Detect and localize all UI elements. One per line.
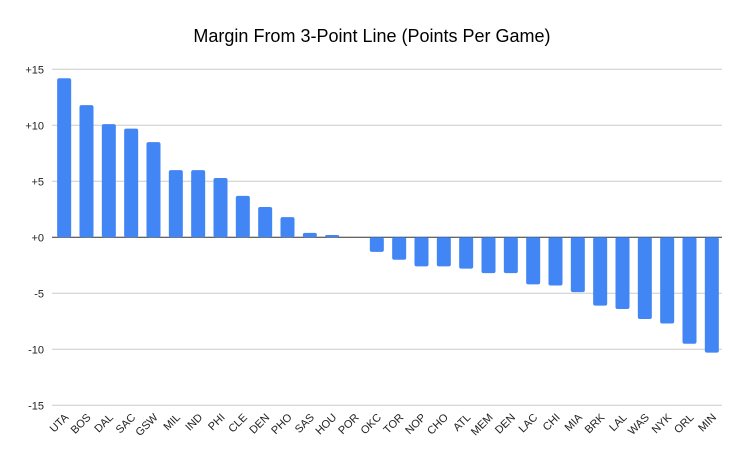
- y-tick-label: -15: [28, 400, 44, 412]
- chart-title: Margin From 3-Point Line (Points Per Gam…: [193, 26, 550, 46]
- bar-den: [258, 207, 273, 238]
- bars: [57, 78, 719, 353]
- x-tick-label: POR: [336, 412, 361, 437]
- x-tick-label: WAS: [626, 412, 652, 438]
- bar-nyk: [660, 237, 675, 324]
- bar-was: [637, 237, 652, 320]
- x-tick-label: MEM: [469, 412, 496, 439]
- bar-mil: [168, 170, 183, 238]
- bar-bos: [79, 105, 94, 238]
- bar-phi: [213, 177, 228, 238]
- bar-sas: [302, 232, 317, 238]
- x-tick-label: DEN: [493, 412, 518, 437]
- y-tick-label: +10: [25, 120, 44, 132]
- bar-uta: [57, 78, 72, 238]
- x-tick-label: NOP: [403, 412, 428, 437]
- x-tick-label: TOR: [382, 412, 407, 437]
- bar-lal: [615, 237, 630, 309]
- x-tick-label: PHI: [206, 412, 227, 433]
- bar-pho: [280, 217, 295, 238]
- bar-okc: [369, 237, 384, 252]
- bar-sac: [124, 128, 139, 238]
- bar-lac: [526, 237, 541, 285]
- x-tick-label: GSW: [134, 411, 162, 439]
- x-tick-label: MIL: [161, 412, 182, 433]
- y-tick-label: -5: [34, 288, 44, 300]
- y-tick-label: +5: [31, 176, 44, 188]
- bar-mem: [481, 237, 496, 274]
- x-tick-label: IND: [183, 412, 205, 434]
- x-tick-label: LAC: [517, 412, 541, 436]
- y-tick-label: -10: [28, 344, 44, 356]
- x-tick-label: CHI: [541, 412, 563, 434]
- x-tick-label: MIN: [696, 412, 719, 435]
- x-tick-label: DAL: [92, 412, 116, 436]
- bar-dal: [101, 124, 116, 238]
- x-tick-label: BRK: [583, 411, 608, 436]
- bar-min: [704, 237, 719, 353]
- bar-gsw: [146, 142, 161, 238]
- x-tick-label: DEN: [247, 412, 272, 437]
- x-tick-label: UTA: [48, 411, 72, 435]
- y-tick-label: +0: [31, 232, 44, 244]
- bar-cle: [235, 195, 250, 238]
- x-tick-label: CLE: [226, 412, 250, 436]
- x-tick-label: HOU: [314, 412, 340, 438]
- bar-mia: [570, 237, 585, 293]
- x-tick-label: CHO: [425, 411, 451, 437]
- bar-tor: [392, 237, 407, 260]
- bar-atl: [459, 237, 474, 269]
- x-tick-label: NYK: [650, 411, 675, 436]
- x-tick-label: OKC: [359, 412, 384, 437]
- bar-orl: [682, 237, 697, 344]
- x-tick-label: PHO: [269, 411, 295, 437]
- bar-nop: [414, 237, 429, 267]
- gridlines: [52, 68, 722, 406]
- y-tick-label: +15: [25, 64, 44, 76]
- x-tick-label: ORL: [672, 412, 696, 436]
- x-tick-label: SAS: [293, 412, 317, 436]
- x-tick-label: BOS: [69, 412, 94, 437]
- bar-cho: [436, 237, 451, 267]
- y-axis-ticks: +15 +10 +5 +0 -5 -10 -15: [25, 64, 44, 412]
- bar-chi: [548, 237, 563, 286]
- x-tick-label: MIA: [563, 411, 586, 434]
- bar-hou: [325, 235, 340, 238]
- bar-ind: [191, 170, 206, 238]
- bar-den: [503, 237, 518, 274]
- bar-brk: [593, 237, 608, 306]
